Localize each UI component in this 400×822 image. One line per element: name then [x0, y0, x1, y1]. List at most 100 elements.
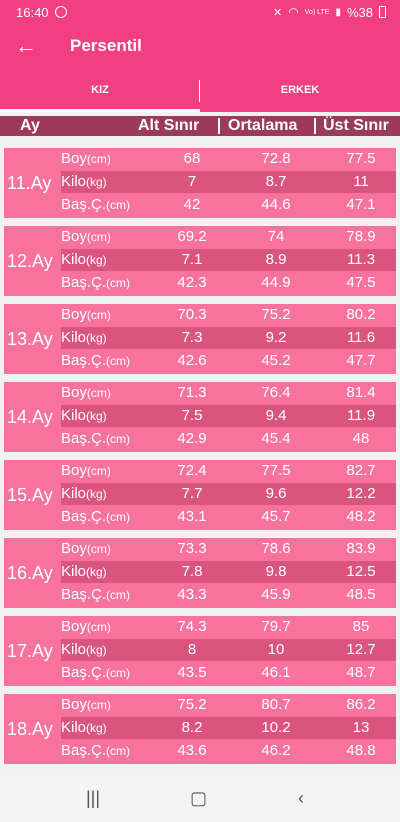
ust-sinir-value: 77.5	[346, 150, 376, 167]
measure-unit: (cm)	[86, 698, 111, 712]
month-label: 17.Ay	[7, 641, 53, 661]
measure-name: Baş.Ç.	[61, 586, 107, 603]
nav-back-icon[interactable]: ‹	[298, 788, 304, 808]
ortalama-value: 44.6	[261, 196, 291, 213]
measure-label: Boy(cm)	[61, 304, 111, 326]
measure-name: Boy	[61, 618, 87, 635]
measure-name: Kilo	[61, 563, 87, 580]
ortalama-value: 45.7	[261, 508, 291, 525]
ortalama-value: 10.2	[261, 719, 291, 736]
ust-sinir-value: 11	[353, 173, 369, 190]
ortalama-value: 9.2	[265, 329, 287, 346]
alt-sinir-value: 42.3	[177, 274, 207, 291]
month-label: 12.Ay	[7, 251, 53, 271]
alt-sinir-value: 43.3	[177, 586, 207, 603]
measure-name: Boy	[61, 462, 87, 479]
measure-label: Baş.Ç.(cm)	[61, 194, 130, 216]
ortalama-value: 45.4	[261, 430, 291, 447]
month-label: 15.Ay	[7, 485, 53, 505]
measure-name: Kilo	[61, 173, 87, 190]
percentile-list[interactable]: 11.Ay Boy(cm) 68 72.8 77.5 Kilo(kg) 7 8.7 11 Baş.…	[0, 141, 400, 776]
measure-name: Boy	[61, 150, 87, 167]
ust-sinir-value: 48.8	[346, 742, 376, 759]
month-card: 13.Ay Boy(cm) 70.3 75.2 80.2 Kilo(kg) 7.3 9.2 11…	[4, 304, 396, 374]
measure-label: Kilo(kg)	[61, 249, 107, 271]
measure-row-boy: Boy(cm) 71.3 76.4 81.4	[61, 382, 396, 404]
measure-name: Baş.Ç.	[61, 664, 107, 681]
tab-erkek[interactable]: ERKEK	[200, 68, 400, 112]
measure-label: Kilo(kg)	[61, 405, 107, 427]
alt-sinir-value: 7.7	[181, 485, 203, 502]
measure-name: Baş.Ç.	[61, 352, 107, 369]
ust-sinir-value: 83.9	[346, 540, 376, 557]
alt-sinir-value: 42.9	[177, 430, 207, 447]
measure-unit: (kg)	[86, 409, 107, 423]
measure-name: Boy	[61, 228, 87, 245]
measure-name: Kilo	[61, 329, 87, 346]
alt-sinir-value: 69.2	[177, 228, 207, 245]
ust-sinir-value: 12.5	[346, 563, 376, 580]
header-ay: Ay	[20, 117, 40, 134]
page-title: Persentil	[70, 36, 142, 55]
measure-row-boy: Boy(cm) 75.2 80.7 86.2	[61, 694, 396, 716]
battery-label: %38	[346, 4, 373, 20]
measure-row-kilo: Kilo(kg) 7.5 9.4 11.9	[61, 405, 396, 427]
ortalama-value: 75.2	[261, 306, 291, 323]
alt-sinir-value: 70.3	[177, 306, 207, 323]
tab-bar: KIZ ERKEK	[0, 68, 400, 112]
measure-row-bas: Baş.Ç.(cm) 43.3 45.9 48.5	[61, 584, 396, 606]
measure-name: Baş.Ç.	[61, 742, 107, 759]
battery-icon	[379, 6, 386, 18]
ust-sinir-value: 47.1	[346, 196, 376, 213]
measure-row-bas: Baş.Ç.(cm) 42.9 45.4 48	[61, 428, 396, 450]
measure-unit: (cm)	[86, 386, 111, 400]
alt-sinir-value: 75.2	[177, 696, 207, 713]
measure-row-boy: Boy(cm) 68 72.8 77.5	[61, 148, 396, 170]
measure-label: Baş.Ç.(cm)	[61, 506, 130, 528]
measure-label: Baş.Ç.(cm)	[61, 272, 130, 294]
measure-unit: (cm)	[106, 354, 131, 368]
month-card: 14.Ay Boy(cm) 71.3 76.4 81.4 Kilo(kg) 7.5 9.4 11…	[4, 382, 396, 452]
measure-row-boy: Boy(cm) 73.3 78.6 83.9	[61, 538, 396, 560]
ortalama-value: 46.2	[261, 742, 291, 759]
ust-sinir-value: 47.7	[346, 352, 376, 369]
measure-name: Kilo	[61, 485, 87, 502]
measure-label: Baş.Ç.(cm)	[61, 662, 130, 684]
ortalama-value: 10	[267, 641, 285, 658]
ortalama-value: 80.7	[261, 696, 291, 713]
measure-unit: (kg)	[86, 175, 107, 189]
alt-sinir-value: 7.5	[181, 407, 203, 424]
measure-unit: (cm)	[86, 308, 111, 322]
tab-kiz[interactable]: KIZ	[0, 68, 200, 112]
ortalama-value: 45.2	[261, 352, 291, 369]
ust-sinir-value: 48.7	[346, 664, 376, 681]
measure-row-boy: Boy(cm) 69.2 74 78.9	[61, 226, 396, 248]
recent-apps-icon[interactable]: |||	[86, 788, 101, 808]
measure-name: Kilo	[61, 719, 87, 736]
alt-sinir-value: 7.8	[181, 563, 203, 580]
alt-sinir-value: 7	[187, 173, 197, 190]
measure-label: Baş.Ç.(cm)	[61, 584, 130, 606]
measure-row-boy: Boy(cm) 72.4 77.5 82.7	[61, 460, 396, 482]
arrow-left-icon[interactable]: ←	[15, 33, 37, 58]
measure-label: Kilo(kg)	[61, 717, 107, 739]
measure-unit: (cm)	[86, 542, 111, 556]
measure-name: Baş.Ç.	[61, 508, 107, 525]
header-sep	[314, 118, 316, 134]
measure-label: Boy(cm)	[61, 616, 111, 638]
month-label: 18.Ay	[7, 719, 53, 739]
measure-row-kilo: Kilo(kg) 7.8 9.8 12.5	[61, 561, 396, 583]
alt-sinir-value: 43.6	[177, 742, 207, 759]
ust-sinir-value: 80.2	[346, 306, 376, 323]
alt-sinir-value: 73.3	[177, 540, 207, 557]
measure-row-bas: Baş.Ç.(cm) 42.6 45.2 47.7	[61, 350, 396, 372]
alt-sinir-value: 74.3	[177, 618, 207, 635]
app-bar: ← Persentil	[0, 24, 400, 68]
ortalama-value: 79.7	[261, 618, 291, 635]
measure-label: Baş.Ç.(cm)	[61, 740, 130, 762]
measure-row-bas: Baş.Ç.(cm) 42 44.6 47.1	[61, 194, 396, 216]
measure-unit: (cm)	[106, 588, 131, 602]
ortalama-value: 72.8	[261, 150, 291, 167]
home-icon[interactable]: ▢	[190, 788, 208, 808]
measure-unit: (cm)	[106, 666, 131, 680]
